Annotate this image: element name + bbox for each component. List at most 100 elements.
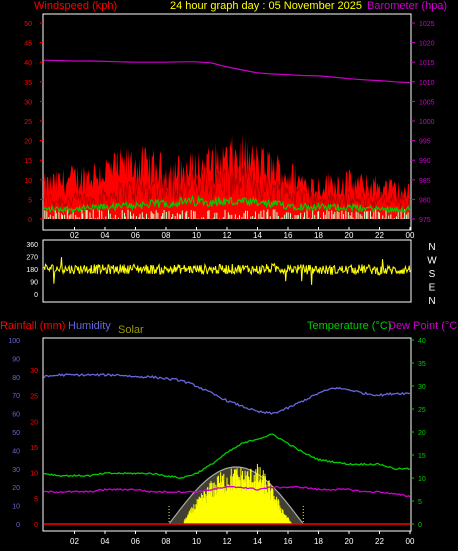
humidity-tick-label: 0 bbox=[16, 522, 20, 529]
rain-tick-label: 20 bbox=[30, 419, 38, 426]
direction-tick-label: 360 bbox=[26, 242, 38, 249]
humidity-tick-label: 90 bbox=[12, 356, 20, 363]
temp-tick-label: 35 bbox=[418, 361, 426, 368]
compass-label: N bbox=[428, 242, 435, 253]
humidity-tick-label: 100 bbox=[8, 338, 20, 345]
x-tick-label: 02 bbox=[70, 231, 79, 240]
humidity-tick-label: 30 bbox=[12, 467, 20, 474]
wind-tick-label: 45 bbox=[24, 41, 32, 48]
temp-tick-label: 0 bbox=[418, 522, 422, 529]
baro-tick-label: 980 bbox=[419, 197, 431, 204]
temp-tick-label: 30 bbox=[418, 384, 426, 391]
baro-tick-label: 1005 bbox=[419, 99, 435, 106]
humidity-tick-label: 70 bbox=[12, 393, 20, 400]
baro-tick-label: 985 bbox=[419, 178, 431, 185]
direction-tick-label: 180 bbox=[26, 267, 38, 274]
rain-tick-label: 30 bbox=[30, 368, 38, 375]
humidity-tick-label: 80 bbox=[12, 375, 20, 382]
compass-label: E bbox=[429, 283, 436, 294]
wind-tick-label: 5 bbox=[28, 197, 32, 204]
x-tick-label: 18 bbox=[314, 537, 323, 546]
wind-gust-area bbox=[44, 132, 410, 219]
x-tick-label: 14 bbox=[253, 537, 262, 546]
temp-series-layer bbox=[43, 373, 411, 525]
x-tick-label: 08 bbox=[162, 537, 171, 546]
wind-tick-label: 40 bbox=[24, 60, 32, 67]
windspeed-axis-title: Windspeed (kph) bbox=[34, 0, 118, 12]
temp-tick-label: 15 bbox=[418, 453, 426, 460]
x-tick-label: 00 bbox=[406, 537, 415, 546]
wind-tick-label: 15 bbox=[24, 158, 32, 165]
humidity-tick-label: 60 bbox=[12, 412, 20, 419]
x-tick-label: 00 bbox=[406, 231, 415, 240]
compass-label: W bbox=[427, 256, 437, 267]
x-tick-label: 12 bbox=[223, 231, 232, 240]
dew-point-c-line bbox=[43, 485, 411, 498]
wind-tick-label: 50 bbox=[24, 21, 32, 28]
x-tick-label: 04 bbox=[101, 537, 110, 546]
x-tick-label: 16 bbox=[284, 231, 293, 240]
direction-panel-frame bbox=[42, 239, 412, 303]
x-tick-label: 02 bbox=[70, 537, 79, 546]
compass-label: N bbox=[428, 296, 435, 307]
temp-tick-label: 20 bbox=[418, 430, 426, 437]
x-tick-label: 22 bbox=[375, 537, 384, 546]
compass-label: S bbox=[429, 269, 436, 280]
humidity-tick-label: 50 bbox=[12, 430, 20, 437]
humidity-tick-label: 20 bbox=[12, 485, 20, 492]
direction-series-layer bbox=[43, 257, 411, 285]
wind-tick-label: 30 bbox=[24, 99, 32, 106]
temp-tick-label: 25 bbox=[418, 407, 426, 414]
rain-tick-label: 10 bbox=[30, 471, 38, 478]
wind-tick-label: 10 bbox=[24, 178, 32, 185]
baro-tick-label: 1000 bbox=[419, 119, 435, 126]
x-tick-label: 14 bbox=[253, 231, 262, 240]
wind-tick-label: 0 bbox=[28, 217, 32, 224]
wind-tick-label: 20 bbox=[24, 139, 32, 146]
temp-tick-label: 5 bbox=[418, 499, 422, 506]
wind-tick-label: 35 bbox=[24, 80, 32, 87]
wind-average-line bbox=[43, 194, 411, 215]
baro-tick-label: 1010 bbox=[419, 80, 435, 87]
baro-tick-label: 1015 bbox=[419, 60, 435, 67]
wind-tick-label: 25 bbox=[24, 119, 32, 126]
x-tick-label: 08 bbox=[162, 231, 171, 240]
windspeed-line bbox=[43, 165, 411, 210]
rain-tick-label: 25 bbox=[30, 394, 38, 401]
barometer-line bbox=[43, 59, 411, 84]
baro-tick-label: 995 bbox=[419, 139, 431, 146]
dewpoint-axis-title: Dew Point (°C) bbox=[388, 320, 458, 332]
x-tick-label: 20 bbox=[345, 231, 354, 240]
rainfall-axis-title: Rainfall (mm) bbox=[0, 320, 66, 332]
x-tick-label: 10 bbox=[192, 231, 201, 240]
rain-tick-label: 15 bbox=[30, 445, 38, 452]
baro-tick-label: 1025 bbox=[419, 21, 435, 28]
temperature-c-line bbox=[43, 433, 411, 480]
x-tick-label: 10 bbox=[192, 537, 201, 546]
humidity-axis-title: Humidity bbox=[68, 320, 111, 332]
barometer-axis-title: Barometer (hpa) bbox=[367, 0, 448, 12]
direction-tick-label: 270 bbox=[26, 255, 38, 262]
direction-tick-label: 90 bbox=[30, 280, 38, 287]
x-tick-label: 22 bbox=[375, 231, 384, 240]
baro-tick-label: 990 bbox=[419, 158, 431, 165]
solar-axis-title: Solar bbox=[118, 324, 144, 336]
direction-tick-label: 0 bbox=[34, 292, 38, 299]
x-tick-label: 20 bbox=[345, 537, 354, 546]
humidity-tick-label: 10 bbox=[12, 504, 20, 511]
chart-title: 24 hour graph day : 05 November 2025 bbox=[170, 0, 363, 12]
tick-layer: 0510152025303540455097598098599099510001… bbox=[8, 21, 437, 546]
x-tick-label: 06 bbox=[131, 537, 140, 546]
x-tick-label: 12 bbox=[223, 537, 232, 546]
temp-tick-label: 10 bbox=[418, 476, 426, 483]
rain-tick-label: 5 bbox=[34, 496, 38, 503]
baro-tick-label: 975 bbox=[419, 217, 431, 224]
temperature-axis-title: Temperature (°C) bbox=[307, 320, 392, 332]
baro-tick-label: 1020 bbox=[419, 41, 435, 48]
humidity-tick-label: 40 bbox=[12, 448, 20, 455]
x-tick-label: 06 bbox=[131, 231, 140, 240]
wind-series-layer bbox=[43, 59, 411, 219]
x-tick-label: 16 bbox=[284, 537, 293, 546]
x-tick-label: 04 bbox=[101, 231, 110, 240]
